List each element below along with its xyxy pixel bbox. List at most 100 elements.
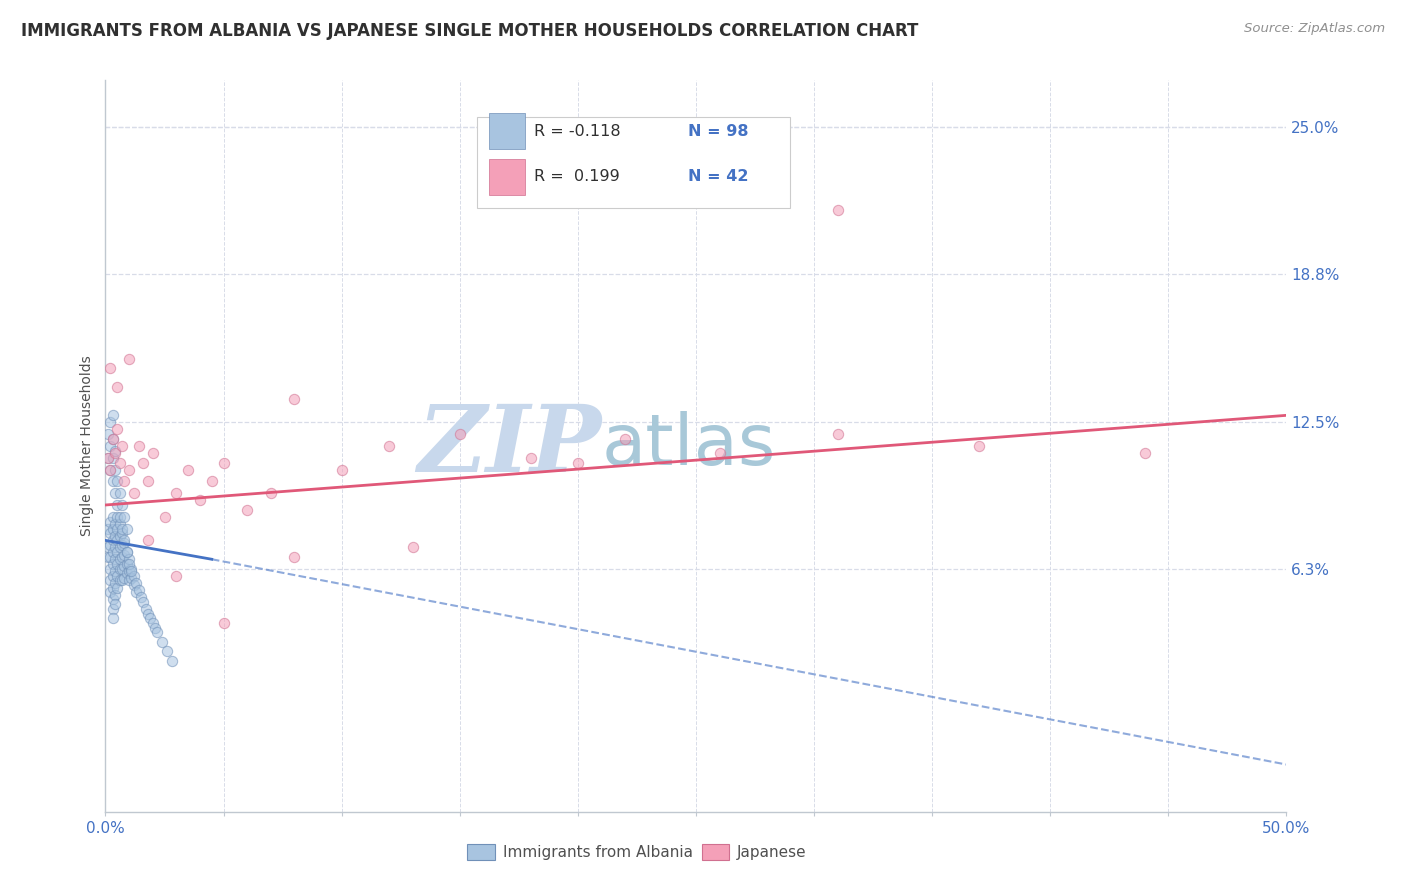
Legend: Immigrants from Albania, Japanese: Immigrants from Albania, Japanese (461, 838, 813, 866)
Point (105, 545, 128, 559)
Point (401, 541, 423, 555)
Point (105, 380, 128, 394)
Point (125, 585, 148, 599)
Point (132, 456, 155, 470)
Point (118, 564, 141, 578)
Point (136, 533, 159, 548)
Point (105, 557, 128, 571)
Text: R =  0.199: R = 0.199 (534, 169, 620, 185)
Point (112, 571, 135, 585)
Point (111, 538, 134, 552)
Point (97, 522, 120, 536)
Point (101, 509, 124, 524)
Point (160, 654, 183, 668)
Point (111, 549, 134, 564)
Point (115, 566, 138, 581)
Point (111, 562, 134, 576)
Point (129, 590, 152, 604)
Point (98, 416, 121, 430)
Point (97, 541, 120, 555)
Point (142, 446, 165, 460)
Point (111, 522, 134, 536)
Point (165, 568, 187, 582)
Point (156, 644, 179, 658)
Point (120, 571, 142, 585)
Point (98, 439, 121, 453)
Point (118, 552, 141, 566)
Point (105, 522, 128, 536)
Point (108, 574, 131, 588)
Point (101, 475, 124, 489)
Point (827, 427, 849, 442)
Point (105, 475, 128, 489)
Text: Source: ZipAtlas.com: Source: ZipAtlas.com (1244, 22, 1385, 36)
Point (101, 432, 124, 446)
Point (105, 581, 128, 595)
Point (101, 592, 124, 607)
Point (104, 588, 127, 602)
Point (143, 621, 166, 635)
Point (283, 549, 305, 564)
Point (97, 450, 120, 465)
Point (136, 607, 159, 621)
Point (122, 578, 145, 592)
Point (101, 557, 124, 571)
Point (101, 602, 124, 616)
Point (98, 515, 121, 529)
Point (101, 568, 124, 582)
Text: N = 42: N = 42 (688, 169, 748, 185)
Text: IMMIGRANTS FROM ALBANIA VS JAPANESE SINGLE MOTHER HOUSEHOLDS CORRELATION CHART: IMMIGRANTS FROM ALBANIA VS JAPANESE SING… (21, 22, 918, 40)
Point (105, 533, 128, 548)
Point (105, 498, 128, 512)
Point (969, 439, 991, 453)
Point (97, 427, 120, 442)
Point (98, 549, 121, 564)
Point (120, 564, 142, 578)
Point (101, 611, 124, 625)
Point (101, 522, 124, 536)
Point (236, 502, 259, 516)
Point (118, 351, 141, 366)
Point (165, 486, 187, 500)
Point (101, 545, 124, 559)
Point (283, 392, 305, 406)
Point (101, 581, 124, 595)
Point (122, 486, 145, 500)
Point (104, 443, 127, 458)
Point (120, 562, 142, 576)
Point (98, 462, 121, 476)
Point (567, 456, 589, 470)
Point (614, 432, 637, 446)
Point (111, 439, 134, 453)
Point (98, 585, 121, 599)
Point (104, 462, 127, 476)
Point (104, 529, 127, 543)
FancyBboxPatch shape (489, 159, 524, 195)
Point (98, 526, 121, 541)
Point (112, 535, 135, 549)
Point (108, 529, 131, 543)
Point (105, 568, 128, 582)
Point (135, 602, 157, 616)
Point (128, 582, 150, 597)
Point (136, 475, 159, 489)
Text: R = -0.118: R = -0.118 (534, 124, 621, 138)
Point (112, 559, 135, 574)
Point (118, 557, 141, 571)
Point (201, 475, 224, 489)
Point (128, 439, 150, 453)
Point (709, 446, 731, 460)
Point (104, 564, 127, 578)
Text: ZIP: ZIP (418, 401, 602, 491)
Point (101, 450, 124, 465)
FancyBboxPatch shape (478, 117, 790, 209)
Point (98, 538, 121, 552)
Point (1133, 446, 1156, 460)
Point (212, 615, 235, 630)
Point (177, 462, 200, 476)
Point (101, 432, 124, 446)
Point (260, 486, 283, 500)
Point (118, 462, 141, 476)
Point (105, 509, 128, 524)
Point (449, 427, 471, 442)
